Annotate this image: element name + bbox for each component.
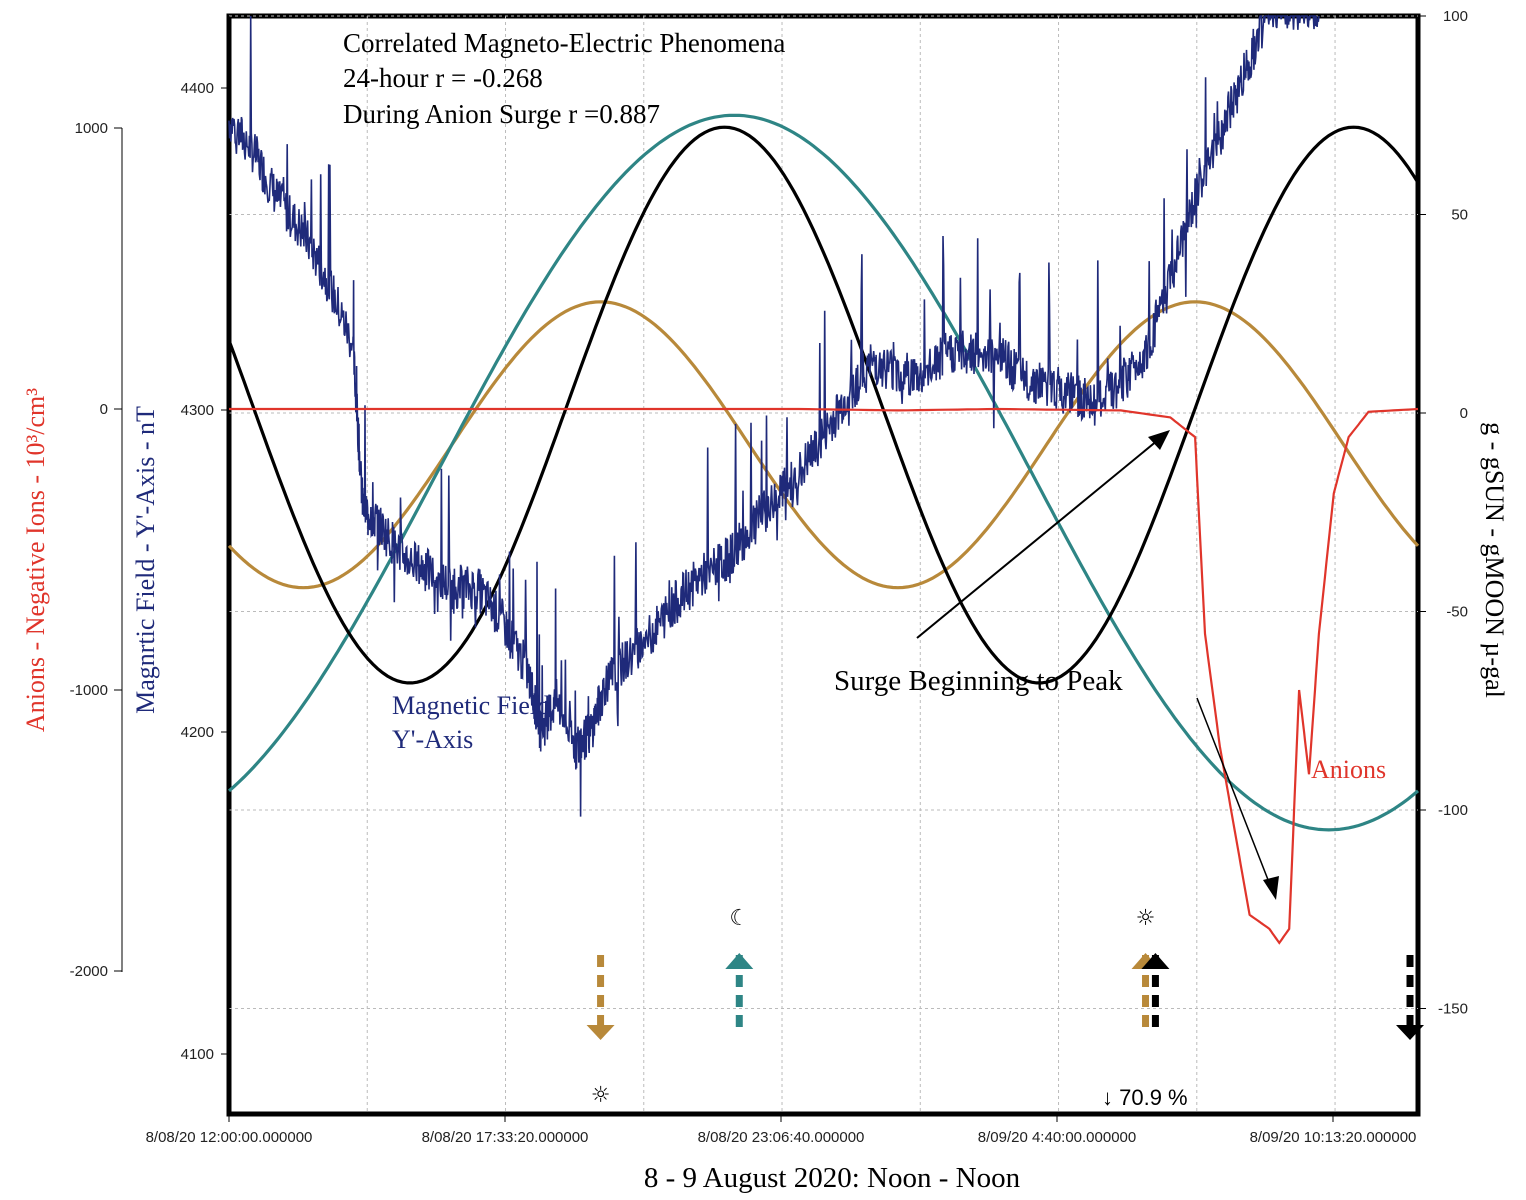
x-tick-label: 8/08/20 23:06:40.000000 [698, 1129, 865, 1146]
chart-title-line-2: 24-hour r = -0.268 [343, 63, 543, 93]
x-tick-label: 8/09/20 4:40:00.000000 [978, 1129, 1136, 1146]
magnetic-field-label-2: Y'-Axis [392, 725, 473, 754]
anions-label: Anions [1311, 755, 1386, 784]
surge-arrowhead-up [1148, 430, 1170, 450]
series-line-Magnetic-Field [228, 14, 1320, 817]
gravity-tick-label: -100 [1438, 802, 1468, 819]
anions-tick-label: 0 [100, 401, 108, 418]
gravity-axis: 100 50 0 -50 -100 -150 [1418, 8, 1468, 1018]
sun-icon: ☼ [591, 1083, 611, 1108]
event-markers: ☼ ☾ ☼ [586, 906, 1424, 1108]
anions-tick-label: -1000 [70, 682, 108, 699]
magnetic-tick-label: 4200 [181, 724, 214, 741]
magnetic-axis-title: Magnrtic Field - Y'-Axis - nT [131, 406, 160, 714]
event-marker [1396, 955, 1424, 1040]
percent-label: ↓ 70.9 % [1102, 1085, 1188, 1110]
event-marker: ☾ [725, 906, 754, 1035]
chart-title-line-3: During Anion Surge r =0.887 [343, 99, 660, 129]
moon-icon: ☾ [729, 906, 749, 931]
gravity-tick-label: 50 [1451, 207, 1468, 224]
event-marker [1141, 953, 1170, 1035]
series-layer [227, 14, 1420, 945]
gravity-tick-label: -50 [1446, 604, 1468, 621]
series-line-Anions [229, 407, 1419, 945]
x-axis-title: 8 - 9 August 2020: Noon - Noon [644, 1162, 1021, 1194]
gravity-tick-label: 0 [1460, 405, 1468, 422]
surge-arrowhead-down [1263, 876, 1279, 900]
magnetic-tick-label: 4300 [181, 402, 214, 419]
x-tick-label: 8/08/20 17:33:20.000000 [422, 1129, 589, 1146]
series-line-black-sinusoid [227, 125, 1420, 685]
gravity-axis-title: g - gSUN - gMOON µ-gal [1480, 422, 1509, 698]
series-line-teal-sinusoid [227, 113, 1420, 832]
surge-arrow-down [1196, 697, 1273, 891]
surge-arrow-up [916, 439, 1159, 639]
sun-icon: ☼ [1136, 906, 1156, 931]
x-tick-label: 8/09/20 10:13:20.000000 [1250, 1129, 1417, 1146]
event-marker: ☼ [586, 955, 615, 1108]
anions-tick-label: 1000 [75, 120, 108, 137]
chart-title-line-1: Correlated Magneto-Electric Phenomena [343, 28, 785, 58]
marker-arrowhead-up [1141, 953, 1170, 969]
x-axis: 8/08/20 12:00:00.000000 8/08/20 17:33:20.… [146, 1114, 1417, 1146]
marker-arrowhead-down [586, 1025, 615, 1040]
series-line-gold-sinusoid [227, 300, 1420, 590]
anions-axis: 1000 0 -1000 -2000 [70, 120, 122, 980]
magnetic-tick-label: 4100 [181, 1046, 214, 1063]
x-tick-label: 8/08/20 12:00:00.000000 [146, 1129, 313, 1146]
anions-axis-title: Anions - Negative Ions - 10³/cm³ [21, 388, 50, 732]
magnetic-tick-label: 4400 [181, 80, 214, 97]
magnetic-field-label-1: Magnetic Field [392, 691, 550, 720]
magnetic-axis: 4400 4300 4200 4100 [181, 80, 229, 1063]
gravity-tick-label: 100 [1443, 8, 1468, 25]
marker-arrowhead-down [1396, 1025, 1424, 1040]
gravity-tick-label: -150 [1438, 1001, 1468, 1018]
marker-arrowhead-up [725, 953, 754, 969]
anions-tick-label: -2000 [70, 963, 108, 980]
surge-label: Surge Beginning to Peak [834, 665, 1123, 697]
grid [228, 15, 1418, 1114]
